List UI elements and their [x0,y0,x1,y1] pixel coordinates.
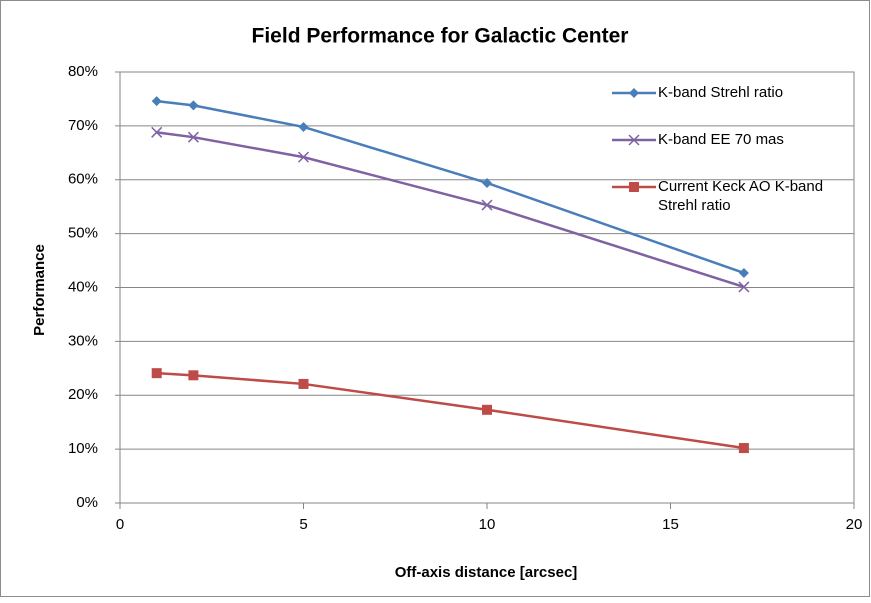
marker [151,96,162,107]
y-tick-label: 70% [68,117,98,134]
marker [628,134,640,146]
y-tick-label: 80% [68,63,98,80]
marker [297,151,310,163]
legend-entry: K-band EE 70 mas [658,131,784,148]
chart-title: Field Performance for Galactic Center [252,25,629,48]
y-tick-label: 20% [68,386,98,403]
marker [151,368,162,379]
y-tick-label: 30% [68,332,98,349]
x-tick-label: 15 [662,516,679,533]
y-tick-label: 10% [68,440,98,457]
legend-label: Current Keck AO K-band Strehl ratio [658,178,824,214]
legend-label: K-band EE 70 mas [658,131,784,148]
y-tick-label: 40% [68,278,98,295]
marker [629,182,639,192]
marker [188,370,199,381]
marker [738,281,750,293]
legend-label: K-band Strehl ratio [658,84,784,101]
marker [298,121,309,132]
y-tick-label: 50% [68,225,98,242]
marker [482,177,492,188]
legend-entry: K-band Strehl ratio [658,84,784,101]
x-tick-label: 10 [479,516,496,533]
marker [738,443,749,454]
marker [482,404,492,415]
marker [187,131,199,143]
marker [151,126,163,138]
x-tick-label: 5 [299,516,307,533]
y-axis-label: Performance [31,244,48,336]
x-tick-label: 0 [116,516,124,533]
plot-area [119,71,855,504]
marker [188,100,199,111]
legend-entry: Current Keck AO K-band Strehl ratio [658,178,824,214]
y-tick-label: 60% [68,171,98,188]
x-axis-label: Off-axis distance [arcsec] [395,564,578,581]
x-tick-label: 20 [846,516,863,533]
marker [298,378,309,389]
marker [481,199,493,211]
marker [629,88,639,98]
y-tick-label: 0% [76,494,98,511]
marker [738,267,749,278]
